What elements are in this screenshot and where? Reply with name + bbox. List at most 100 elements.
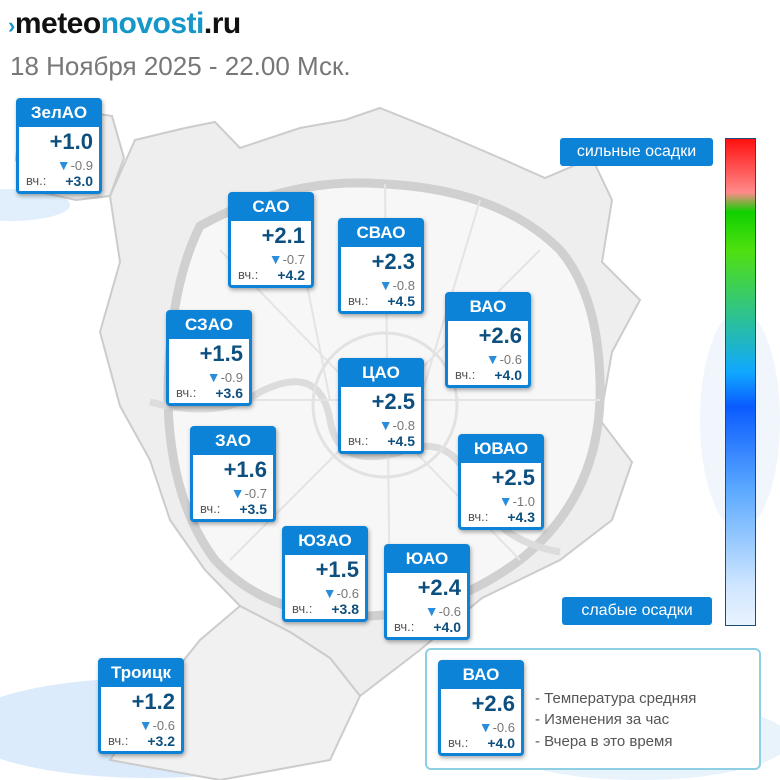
garden-ring [311, 331, 459, 479]
site-logo[interactable]: ›meteonovosti.ru [8, 6, 241, 44]
district-hourly-change: ▼-0.9 [207, 369, 243, 385]
district-name: ЮЗАО [285, 529, 365, 555]
district-hourly-change: ▼-0.8 [379, 417, 415, 433]
yesterday-label: вч.: [238, 267, 259, 282]
triangle-down-icon: ▼ [378, 417, 393, 433]
logo-word-meteo: meteo [14, 7, 101, 40]
district-name: ЮВАО [461, 437, 541, 463]
forecast-date: 18 Ноября 2025 - 22.00 Мск. [10, 51, 351, 81]
district-card-yuvao: ЮВАО +2.5 ▼-1.0 вч.: +4.3 [458, 434, 544, 530]
change-value: -0.7 [282, 252, 305, 267]
yesterday-temperature: +4.2 [277, 267, 305, 283]
yesterday-label: вч.: [455, 367, 476, 382]
triangle-down-icon: ▼ [56, 157, 71, 173]
yesterday-temperature: +3.2 [147, 733, 175, 749]
district-temperature: +2.5 [491, 465, 535, 490]
yesterday-label: вч.: [176, 385, 197, 400]
yesterday-temperature: +3.6 [215, 385, 243, 401]
district-name: ЗелАО [19, 101, 99, 127]
yesterday-temperature: +3.0 [65, 173, 93, 189]
change-value: -0.6 [152, 718, 175, 733]
logo-mark: › [8, 13, 15, 38]
triangle-down-icon: ▼ [485, 351, 500, 367]
district-card-szao: СЗАО +1.5 ▼-0.9 вч.: +3.6 [166, 310, 252, 406]
triangle-down-icon: ▼ [230, 485, 245, 501]
district-temperature: +2.1 [261, 223, 305, 248]
yesterday-label: вч.: [200, 501, 221, 516]
district-temperature: +2.4 [417, 575, 461, 600]
yesterday-label: вч.: [394, 619, 415, 634]
district-name: САО [231, 195, 311, 221]
district-hourly-change: ▼-0.6 [323, 585, 359, 601]
district-hourly-change: ▼-0.6 [486, 351, 522, 367]
district-temperature: +2.6 [471, 691, 515, 716]
yesterday-temperature: +4.0 [487, 735, 515, 751]
district-card-zao: ЗАО +1.6 ▼-0.7 вч.: +3.5 [190, 426, 276, 522]
district-temperature: +1.0 [49, 129, 93, 154]
yesterday-label: вч.: [468, 509, 489, 524]
district-temperature: +1.5 [199, 341, 243, 366]
district-hourly-change: ▼-0.6 [425, 603, 461, 619]
district-card-zelao: ЗелАО +1.0 ▼-0.9 вч.: +3.0 [16, 98, 102, 194]
yesterday-label: вч.: [348, 433, 369, 448]
yesterday-label: вч.: [292, 601, 313, 616]
district-hourly-change: ▼-0.8 [379, 277, 415, 293]
change-value: -0.6 [492, 720, 515, 735]
district-temperature: +1.2 [131, 689, 175, 714]
triangle-down-icon: ▼ [498, 493, 513, 509]
change-value: -0.9 [70, 158, 93, 173]
precipitation-area-top-left [0, 189, 70, 221]
yesterday-label: вч.: [108, 733, 129, 748]
district-name: СЗАО [169, 313, 249, 339]
change-value: -0.7 [244, 486, 267, 501]
district-card-yuao: ЮАО +2.4 ▼-0.6 вч.: +4.0 [384, 544, 470, 640]
change-value: -0.8 [392, 278, 415, 293]
change-value: -0.6 [438, 604, 461, 619]
change-value: -0.6 [336, 586, 359, 601]
yesterday-temperature: +3.8 [331, 601, 359, 617]
district-temperature: +2.3 [371, 249, 415, 274]
district-temperature: +1.5 [315, 557, 359, 582]
district-temperature: +2.5 [371, 389, 415, 414]
district-card-vao: ВАО +2.6 ▼-0.6 вч.: +4.0 [445, 292, 531, 388]
yesterday-temperature: +4.0 [433, 619, 461, 635]
district-temperature: +2.6 [478, 323, 522, 348]
triangle-down-icon: ▼ [138, 717, 153, 733]
triangle-down-icon: ▼ [478, 719, 493, 735]
precipitation-scale-bar [725, 138, 756, 626]
district-name: ЦАО [341, 361, 421, 387]
yesterday-temperature: +3.5 [239, 501, 267, 517]
triangle-down-icon: ▼ [424, 603, 439, 619]
district-hourly-change: ▼-0.6 [139, 717, 175, 733]
district-hourly-change: ▼-0.7 [231, 485, 267, 501]
district-card-svao: СВАО +2.3 ▼-0.8 вч.: +4.5 [338, 218, 424, 314]
change-value: -0.6 [499, 352, 522, 367]
legend-line-hourly-change: - Изменения за час [535, 711, 670, 728]
triangle-down-icon: ▼ [206, 369, 221, 385]
triangle-down-icon: ▼ [378, 277, 393, 293]
district-name: ЮАО [387, 547, 467, 573]
change-value: -0.9 [220, 370, 243, 385]
district-name: Троицк [101, 661, 181, 687]
legend-line-yesterday: - Вчера в это время [535, 733, 673, 750]
yesterday-temperature: +4.5 [387, 433, 415, 449]
yesterday-label: вч.: [448, 735, 469, 750]
district-hourly-change: ▼-0.6 [479, 719, 515, 735]
triangle-down-icon: ▼ [268, 251, 283, 267]
district-hourly-change: ▼-1.0 [499, 493, 535, 509]
district-card-sao: САО +2.1 ▼-0.7 вч.: +4.2 [228, 192, 314, 288]
yesterday-temperature: +4.5 [387, 293, 415, 309]
legend-sample-card: ВАО +2.6 ▼-0.6 вч.: +4.0 [438, 660, 524, 756]
triangle-down-icon: ▼ [322, 585, 337, 601]
legend-line-average-temp: - Температура средняя [535, 690, 697, 707]
change-value: -0.8 [392, 418, 415, 433]
yesterday-temperature: +4.3 [507, 509, 535, 525]
district-card-cao: ЦАО +2.5 ▼-0.8 вч.: +4.5 [338, 358, 424, 454]
yesterday-label: вч.: [26, 173, 47, 188]
district-name: ЗАО [193, 429, 273, 455]
district-hourly-change: ▼-0.9 [57, 157, 93, 173]
scale-label-weak: слабые осадки [562, 597, 712, 625]
logo-word-novosti: novosti [100, 7, 205, 40]
district-card-troitsk: Троицк +1.2 ▼-0.6 вч.: +3.2 [98, 658, 184, 754]
